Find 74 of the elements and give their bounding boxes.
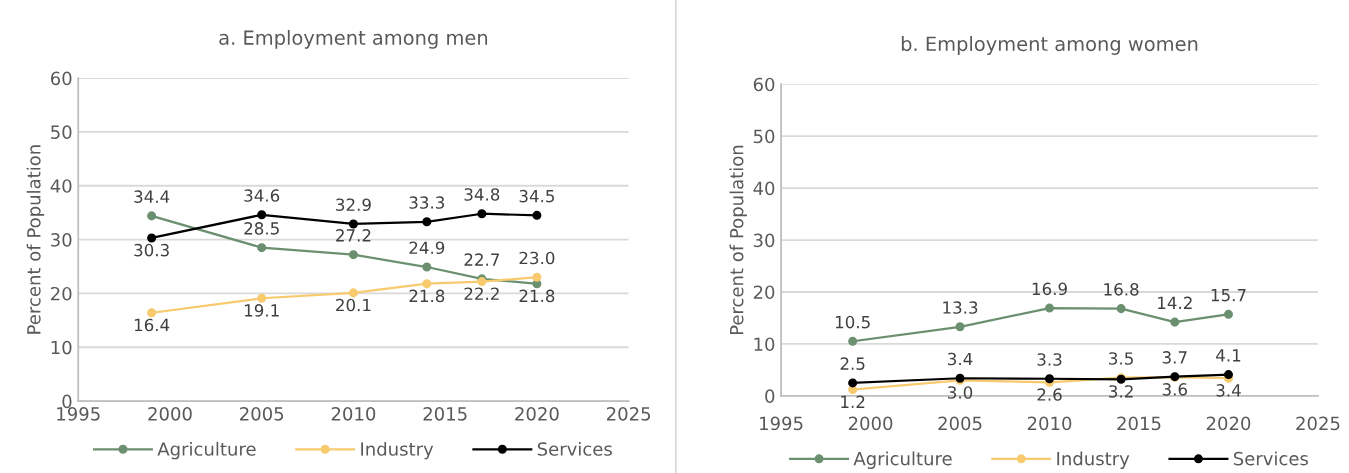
data-label: 16.8 (1104, 283, 1139, 296)
data-label: 15.7 (1211, 289, 1246, 302)
data-label: 20.1 (336, 298, 371, 312)
data-label: 34.6 (244, 189, 280, 202)
x-tick-label: 2005 (938, 416, 982, 431)
legend-label: Industry (361, 441, 434, 460)
data-label: 3.0 (948, 386, 973, 399)
x-tick-label: 2010 (1027, 416, 1072, 431)
data-label: 2.5 (840, 357, 865, 370)
x-tick-label: 2025 (606, 406, 651, 421)
data-label: 34.4 (134, 190, 170, 203)
legend-label: Agriculture (157, 441, 256, 460)
y-tick-label: 10 (51, 340, 72, 355)
data-label: 10.5 (835, 315, 870, 329)
data-label: 32.9 (336, 198, 371, 212)
y-tick-label: 10 (754, 337, 775, 352)
x-tick-label: 2015 (1117, 416, 1161, 431)
legend-label: Industry (1057, 451, 1130, 469)
x-tick-label: 2000 (148, 406, 192, 421)
data-label: 22.2 (464, 287, 499, 300)
y-tick-label: 60 (753, 77, 775, 92)
data-label: 28.5 (244, 222, 279, 235)
data-label: 34.8 (464, 188, 500, 201)
x-tick-label: 2010 (331, 406, 376, 421)
data-label: 24.9 (409, 241, 445, 255)
data-label: 3.5 (1109, 352, 1133, 365)
chart-title: a. Employment among men (219, 29, 488, 49)
y-tick-label: 50 (51, 125, 72, 139)
y-tick-label: 0 (765, 389, 775, 404)
x-tick-label: 1995 (760, 416, 803, 431)
y-tick-label: 20 (51, 286, 72, 301)
y-axis-title: Percent of Population (26, 145, 45, 334)
data-label: 21.8 (519, 289, 555, 303)
y-tick-label: 0 (62, 394, 72, 409)
y-tick-label: 30 (51, 233, 72, 247)
data-label: 3.3 (1037, 353, 1062, 366)
y-tick-label: 60 (50, 71, 72, 86)
data-label: 34.5 (519, 189, 554, 203)
x-tick-label: 2000 (848, 416, 893, 431)
chart-title: b. Employment among women (901, 36, 1198, 55)
x-tick-label: 2020 (515, 406, 559, 421)
y-tick-label: 40 (50, 179, 72, 193)
x-tick-label: 1995 (57, 406, 100, 421)
y-tick-label: 20 (753, 285, 775, 300)
data-label: 3.4 (948, 352, 973, 366)
data-label: 3.6 (1162, 383, 1187, 396)
data-label: 3.7 (1162, 351, 1187, 364)
data-label: 33.3 (409, 196, 445, 209)
x-tick-label: 2025 (1296, 416, 1340, 431)
data-label: 21.8 (409, 289, 445, 303)
data-label: 27.2 (336, 229, 371, 242)
x-tick-label: 2015 (423, 406, 467, 421)
data-label: 1.2 (841, 395, 865, 408)
x-tick-label: 2005 (240, 406, 284, 421)
data-label: 16.9 (1032, 282, 1067, 296)
data-label: 19.1 (244, 304, 279, 317)
data-label: 14.2 (1158, 296, 1192, 309)
data-label: 3.2 (1109, 385, 1133, 398)
legend-label: Services (1233, 451, 1308, 466)
data-label: 4.1 (1216, 349, 1241, 362)
y-tick-label: 30 (753, 233, 775, 248)
data-label: 13.3 (943, 301, 978, 314)
data-label: 16.4 (134, 318, 170, 332)
y-axis-title: Percent of Population (729, 145, 747, 335)
data-label: 22.7 (464, 253, 499, 266)
legend-label: Services (537, 441, 612, 456)
data-label: 23.0 (519, 251, 555, 265)
x-tick-label: 2020 (1206, 416, 1251, 431)
y-tick-label: 40 (753, 181, 775, 196)
data-label: 30.3 (134, 243, 169, 257)
y-tick-label: 50 (753, 129, 775, 144)
data-label: 2.6 (1037, 388, 1062, 401)
data-label: 3.4 (1216, 384, 1241, 397)
legend-label: Agriculture (853, 451, 952, 469)
